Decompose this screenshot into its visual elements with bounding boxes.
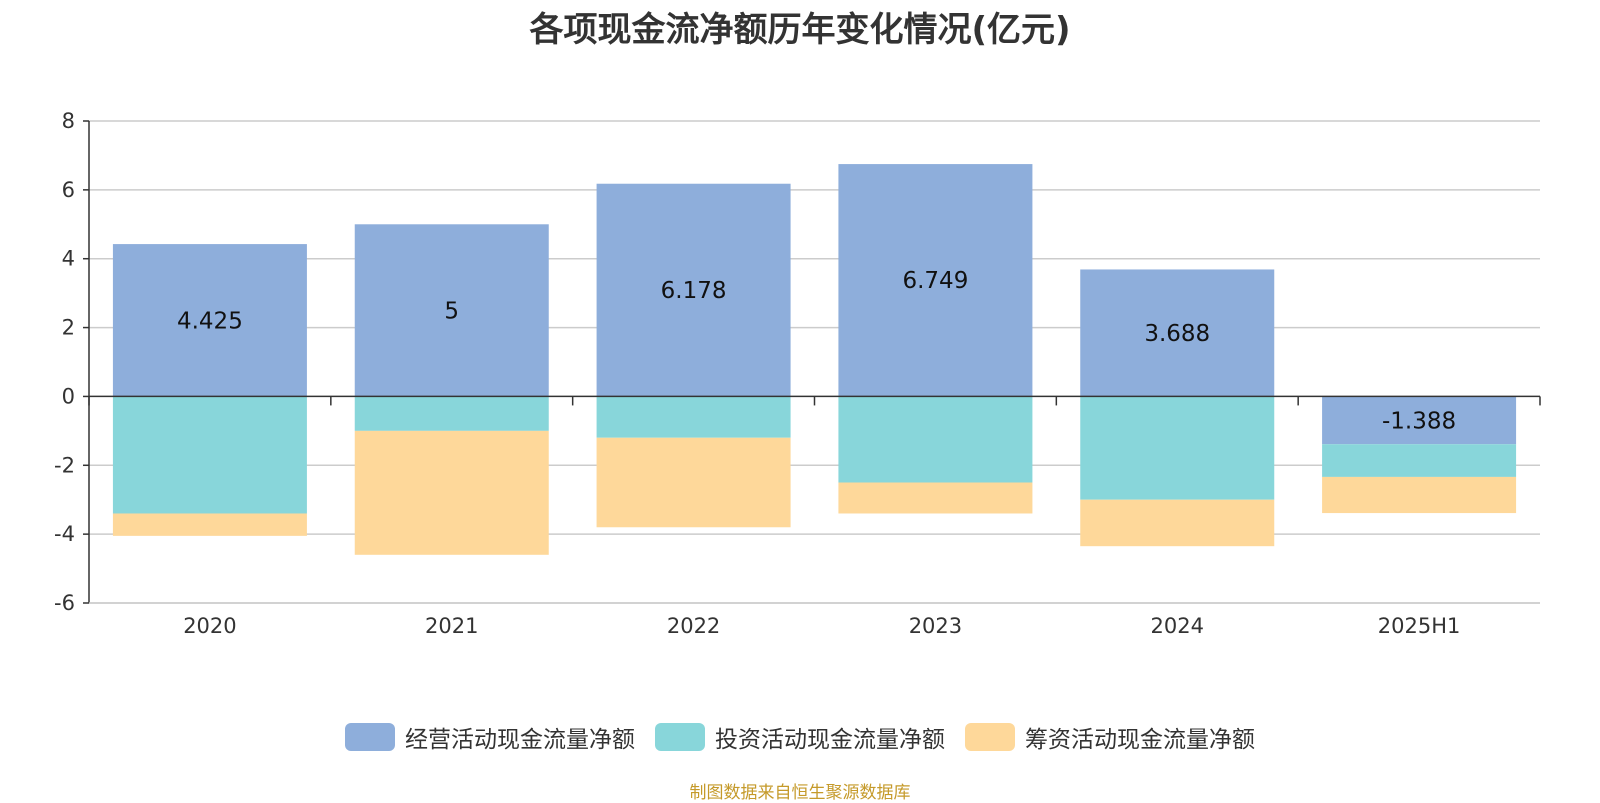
legend-item-investing[interactable]: 投资活动现金流量净额	[655, 720, 945, 754]
bar-investing-2024	[1080, 396, 1275, 500]
data-label-2023: 6.749	[902, 268, 968, 294]
bar-operating-2023	[838, 164, 1033, 397]
bar-financing-2021	[354, 430, 549, 555]
y-tick-label: -2	[54, 453, 75, 477]
bar-operating-2020	[112, 244, 307, 397]
legend: 经营活动现金流量净额 投资活动现金流量净额 筹资活动现金流量净额	[0, 720, 1600, 754]
legend-label-financing: 筹资活动现金流量净额	[1025, 727, 1255, 753]
bar-operating-2025H1	[1322, 396, 1517, 445]
legend-swatch-financing	[965, 723, 1015, 751]
source-note: 制图数据来自恒生聚源数据库	[689, 783, 911, 803]
data-label-2024: 3.688	[1144, 321, 1210, 347]
legend-label-operating: 经营活动现金流量净额	[405, 727, 635, 753]
x-tick-label: 2025H1	[1378, 614, 1461, 638]
bar-financing-2020	[112, 513, 307, 536]
x-tick-label: 2021	[425, 614, 478, 638]
chart-title: 各项现金流净额历年变化情况(亿元)	[529, 10, 1071, 50]
bar-operating-2024	[1080, 269, 1275, 397]
legend-label-investing: 投资活动现金流量净额	[715, 727, 945, 753]
legend-swatch-investing	[655, 723, 705, 751]
bar-investing-2020	[112, 396, 307, 514]
data-label-2021: 5	[444, 298, 459, 324]
x-tick-label: 2023	[909, 614, 962, 638]
bar-financing-2024	[1080, 499, 1275, 547]
y-tick-label: 4	[62, 247, 75, 271]
bar-operating-2021	[354, 224, 549, 397]
bar-investing-2021	[354, 396, 549, 431]
legend-item-operating[interactable]: 经营活动现金流量净额	[345, 720, 635, 754]
y-tick-label: 6	[62, 178, 75, 202]
y-tick-label: 0	[62, 384, 75, 408]
legend-swatch-operating	[345, 723, 395, 751]
bar-operating-2022	[596, 183, 791, 397]
bar-financing-2023	[838, 482, 1033, 514]
bar-financing-2025H1	[1322, 476, 1517, 514]
legend-item-financing[interactable]: 筹资活动现金流量净额	[965, 720, 1255, 754]
data-label-2025H1: -1.388	[1382, 408, 1456, 434]
y-tick-label: -6	[54, 591, 75, 615]
y-tick-label: 8	[62, 109, 75, 133]
x-tick-label: 2022	[667, 614, 720, 638]
x-tick-label: 2020	[183, 614, 236, 638]
bar-financing-2022	[596, 437, 791, 528]
bar-investing-2022	[596, 396, 791, 438]
data-label-2020: 4.425	[177, 308, 243, 334]
bar-investing-2025H1	[1322, 444, 1517, 477]
y-tick-label: 2	[62, 316, 75, 340]
y-tick-label: -4	[54, 522, 75, 546]
bar-investing-2023	[838, 396, 1033, 483]
data-label-2022: 6.178	[661, 278, 727, 304]
x-tick-label: 2024	[1151, 614, 1204, 638]
